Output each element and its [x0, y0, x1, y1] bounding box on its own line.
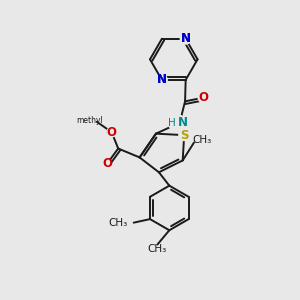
Text: CH₃: CH₃: [147, 244, 167, 254]
Text: O: O: [102, 158, 112, 170]
Text: N: N: [157, 74, 167, 86]
Text: CH₃: CH₃: [108, 218, 127, 228]
Text: O: O: [107, 126, 117, 139]
Text: H: H: [168, 118, 176, 128]
Text: methyl: methyl: [76, 116, 103, 125]
Circle shape: [102, 159, 112, 169]
Text: S: S: [180, 129, 188, 142]
Circle shape: [168, 114, 185, 131]
Text: N: N: [178, 116, 188, 129]
Text: CH₃: CH₃: [193, 135, 212, 145]
Circle shape: [180, 33, 191, 44]
Circle shape: [198, 93, 208, 103]
Circle shape: [157, 75, 167, 85]
Text: N: N: [181, 32, 191, 45]
Text: O: O: [198, 91, 208, 104]
Text: N: N: [157, 74, 167, 86]
Text: N: N: [181, 32, 191, 45]
Circle shape: [179, 130, 190, 140]
Circle shape: [107, 128, 116, 137]
